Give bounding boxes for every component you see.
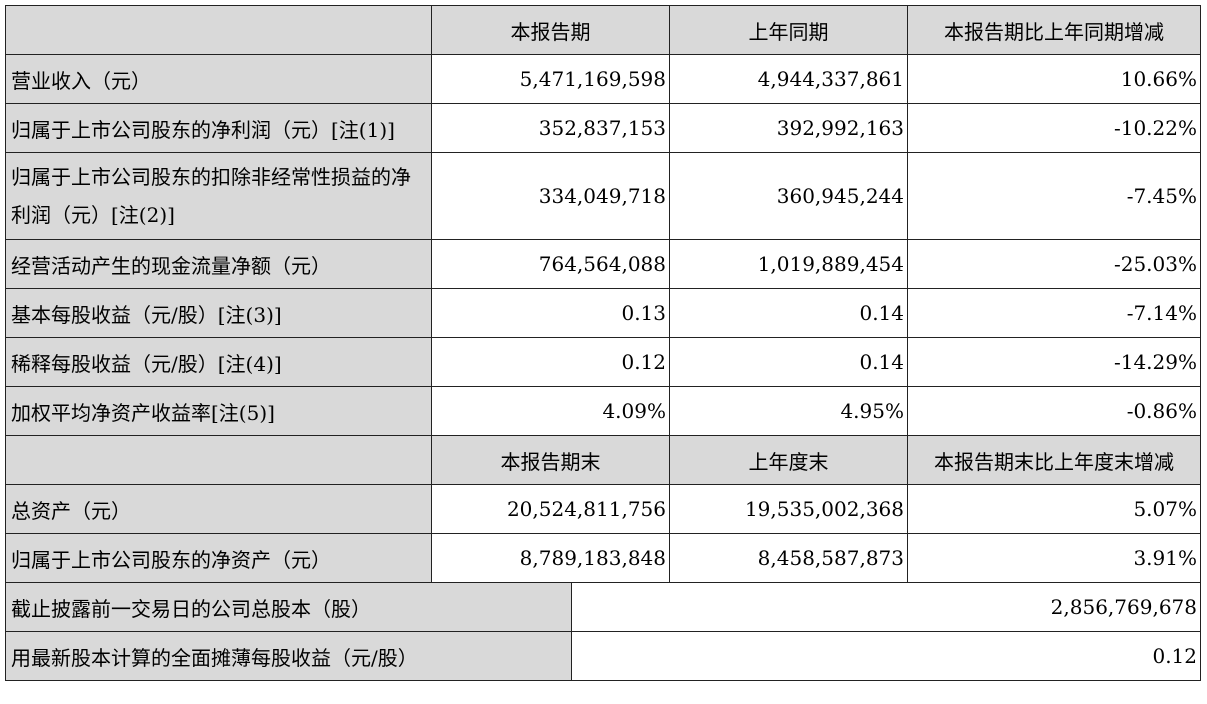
financial-summary-table: 本报告期 上年同期 本报告期比上年同期增减 营业收入（元） 5,471,169,… <box>5 5 1201 681</box>
cell-current: 8,789,183,848 <box>431 533 670 583</box>
cell-change: 5.07% <box>907 484 1201 534</box>
cell-current: 334,049,718 <box>431 152 670 240</box>
cell-current: 20,524,811,756 <box>431 484 670 534</box>
row-label: 截止披露前一交易日的公司总股本（股） <box>5 582 572 632</box>
row-label: 归属于上市公司股东的净资产（元） <box>5 533 432 583</box>
cell-change: 10.66% <box>907 54 1201 104</box>
row-label: 营业收入（元） <box>5 54 432 104</box>
row-label: 归属于上市公司股东的净利润（元）[注(1)] <box>5 103 432 153</box>
col-header-current-period-end: 本报告期末 <box>431 435 670 485</box>
table-row: 归属于上市公司股东的净资产（元） 8,789,183,848 8,458,587… <box>5 533 1201 583</box>
row-label: 归属于上市公司股东的扣除非经常性损益的净利润（元）[注(2)] <box>5 152 432 240</box>
table-row: 归属于上市公司股东的扣除非经常性损益的净利润（元）[注(2)] 334,049,… <box>5 152 1201 240</box>
cell-change: -10.22% <box>907 103 1201 153</box>
table-row: 总资产（元） 20,524,811,756 19,535,002,368 5.0… <box>5 484 1201 534</box>
cell-prior: 19,535,002,368 <box>669 484 908 534</box>
cell-change: -25.03% <box>907 239 1201 289</box>
row-label: 经营活动产生的现金流量净额（元） <box>5 239 432 289</box>
row-label: 基本每股收益（元/股）[注(3)] <box>5 288 432 338</box>
cell-prior: 1,019,889,454 <box>669 239 908 289</box>
table-row: 经营活动产生的现金流量净额（元） 764,564,088 1,019,889,4… <box>5 239 1201 289</box>
col-header-period-end-change: 本报告期末比上年度末增减 <box>907 435 1201 485</box>
table-row: 基本每股收益（元/股）[注(3)] 0.13 0.14 -7.14% <box>5 288 1201 338</box>
col-header-prior-year-end: 上年度末 <box>669 435 908 485</box>
header-corner <box>5 5 432 55</box>
cell-current: 764,564,088 <box>431 239 670 289</box>
col-header-period-change: 本报告期比上年同期增减 <box>907 5 1201 55</box>
cell-change: 3.91% <box>907 533 1201 583</box>
table-row: 截止披露前一交易日的公司总股本（股） 2,856,769,678 <box>5 582 1201 632</box>
cell-prior: 4,944,337,861 <box>669 54 908 104</box>
col-header-current-period: 本报告期 <box>431 5 670 55</box>
cell-current: 0.12 <box>431 337 670 387</box>
cell-current: 4.09% <box>431 386 670 436</box>
table-row: 用最新股本计算的全面摊薄每股收益（元/股） 0.12 <box>5 631 1201 681</box>
table-row: 加权平均净资产收益率[注(5)] 4.09% 4.95% -0.86% <box>5 386 1201 436</box>
header-corner <box>5 435 432 485</box>
cell-prior: 8,458,587,873 <box>669 533 908 583</box>
table-row: 稀释每股收益（元/股）[注(4)] 0.12 0.14 -14.29% <box>5 337 1201 387</box>
cell-prior: 360,945,244 <box>669 152 908 240</box>
row-label: 稀释每股收益（元/股）[注(4)] <box>5 337 432 387</box>
cell-change: -7.45% <box>907 152 1201 240</box>
cell-value: 2,856,769,678 <box>571 582 1201 632</box>
row-label: 加权平均净资产收益率[注(5)] <box>5 386 432 436</box>
col-header-prior-period: 上年同期 <box>669 5 908 55</box>
financial-summary-sheet: 本报告期 上年同期 本报告期比上年同期增减 营业收入（元） 5,471,169,… <box>5 5 1201 681</box>
row-label: 用最新股本计算的全面摊薄每股收益（元/股） <box>5 631 572 681</box>
cell-prior: 0.14 <box>669 288 908 338</box>
cell-current: 352,837,153 <box>431 103 670 153</box>
header-row-period-end: 本报告期末 上年度末 本报告期末比上年度末增减 <box>5 435 1201 485</box>
cell-change: -0.86% <box>907 386 1201 436</box>
cell-current: 0.13 <box>431 288 670 338</box>
table-row: 营业收入（元） 5,471,169,598 4,944,337,861 10.6… <box>5 54 1201 104</box>
cell-change: -7.14% <box>907 288 1201 338</box>
cell-prior: 392,992,163 <box>669 103 908 153</box>
cell-prior: 4.95% <box>669 386 908 436</box>
cell-prior: 0.14 <box>669 337 908 387</box>
cell-change: -14.29% <box>907 337 1201 387</box>
header-row-period: 本报告期 上年同期 本报告期比上年同期增减 <box>5 5 1201 55</box>
row-label: 总资产（元） <box>5 484 432 534</box>
table-row: 归属于上市公司股东的净利润（元）[注(1)] 352,837,153 392,9… <box>5 103 1201 153</box>
cell-value: 0.12 <box>571 631 1201 681</box>
cell-current: 5,471,169,598 <box>431 54 670 104</box>
